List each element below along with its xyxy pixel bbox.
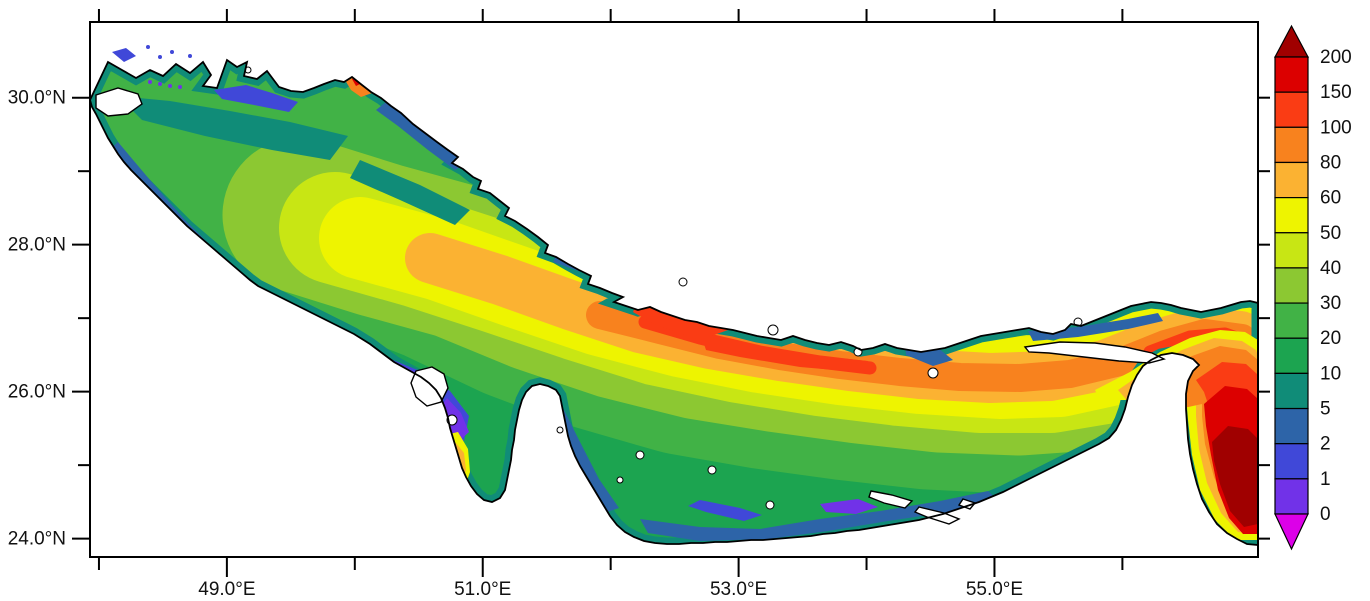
x-axis-tick-label: 55.0°E xyxy=(966,579,1023,600)
map-water-field xyxy=(89,45,1259,546)
colorbar-tick-label: 100 xyxy=(1320,117,1352,138)
colorbar-over-arrow xyxy=(1274,24,1309,58)
colorbar-tick-label: 80 xyxy=(1320,152,1341,173)
colorbar-tick-label: 200 xyxy=(1320,47,1352,68)
axis-labels: 49.0°E 51.0°E 53.0°E 55.0°E 30.0°N 28.0°N 26.0… xyxy=(8,88,1023,600)
island-qeshm xyxy=(1023,341,1166,364)
colorbar-tick-label: 50 xyxy=(1320,223,1341,244)
y-axis-tick-label: 26.0°N xyxy=(8,382,66,403)
colorbar-tick-label: 5 xyxy=(1320,399,1331,420)
plot-frame xyxy=(89,21,1259,558)
colorbar-band xyxy=(1274,302,1309,339)
x-axis-tick-label: 53.0°E xyxy=(710,579,767,600)
colorbar-tick-label: 0 xyxy=(1320,504,1331,525)
colorbar-tick-label: 40 xyxy=(1320,258,1341,279)
colorbar-band xyxy=(1274,161,1309,199)
colorbar-under-arrow xyxy=(1274,513,1309,551)
x-axis-tick-label: 51.0°E xyxy=(454,579,511,600)
colorbar-tick-label: 1 xyxy=(1320,469,1331,490)
marsh-specks xyxy=(112,45,192,89)
x-axis-tick-label: 49.0°E xyxy=(198,579,255,600)
colorbar-band xyxy=(1274,407,1309,445)
island-uae-barrier-1 xyxy=(868,490,914,509)
y-axis-tick-label: 30.0°N xyxy=(8,88,66,109)
y-axis-tick-label: 28.0°N xyxy=(8,235,66,256)
colorbar-band xyxy=(1274,126,1309,164)
colorbar-tick-label: 150 xyxy=(1320,82,1352,103)
coastline xyxy=(89,58,1259,546)
colorbar-tick-label: 30 xyxy=(1320,293,1341,314)
colorbar-band xyxy=(1274,372,1309,410)
colorbar-tick-label: 60 xyxy=(1320,188,1341,209)
island-uae-barrier-3 xyxy=(957,498,977,510)
colorbar-band xyxy=(1274,197,1309,234)
colorbar-band xyxy=(1274,232,1309,269)
colorbar-band xyxy=(1274,267,1309,304)
island-northwest-lagoon xyxy=(95,87,143,117)
colorbar-band xyxy=(1274,91,1309,128)
colorbar-tick-label: 2 xyxy=(1320,434,1331,455)
colorbar-band xyxy=(1274,478,1309,515)
colorbar-band xyxy=(1274,56,1309,93)
colorbar-tick-label: 20 xyxy=(1320,328,1341,349)
colorbar-tick-label: 10 xyxy=(1320,363,1341,384)
y-axis-tick-label: 24.0°N xyxy=(8,529,66,550)
axis-ticks xyxy=(72,9,1270,577)
colorbar-band xyxy=(1274,443,1309,480)
islands xyxy=(95,66,1166,525)
colorbar-band xyxy=(1274,337,1309,374)
